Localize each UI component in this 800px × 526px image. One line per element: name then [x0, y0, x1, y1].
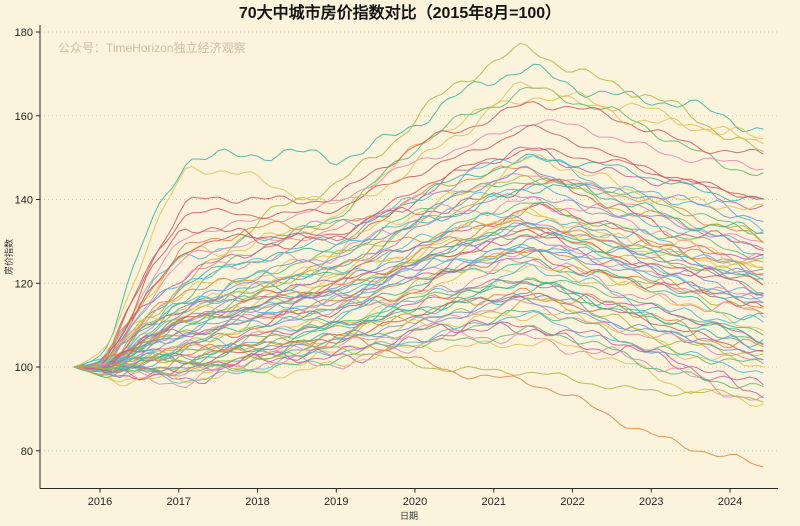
- series-line: [73, 183, 764, 368]
- series-lines: [73, 42, 764, 468]
- series-line: [73, 311, 764, 384]
- x-tick-label: 2017: [167, 496, 191, 508]
- axes: [36, 25, 778, 493]
- y-axis-label: 房价指数: [3, 239, 14, 275]
- series-line: [73, 221, 764, 372]
- series-line: [73, 262, 764, 376]
- y-tick-label: 100: [15, 362, 33, 374]
- series-line: [73, 178, 764, 368]
- series-line: [73, 193, 764, 368]
- y-tick-label: 80: [21, 446, 33, 458]
- series-line: [73, 333, 764, 468]
- series-line: [73, 292, 764, 374]
- series-line: [73, 124, 764, 368]
- series-line: [73, 211, 764, 368]
- x-tick-label: 2019: [324, 496, 348, 508]
- series-line: [73, 165, 764, 368]
- series-line: [73, 219, 764, 368]
- series-line: [73, 228, 764, 371]
- series-line: [73, 324, 764, 390]
- watermark: 公众号：TimeHorizon独立经济观察: [58, 40, 246, 55]
- series-line: [73, 148, 764, 368]
- series-line: [73, 287, 764, 376]
- series-line: [73, 210, 764, 372]
- series-line: [73, 203, 764, 372]
- series-line: [73, 249, 764, 374]
- series-line: [73, 203, 764, 370]
- series-line: [73, 231, 764, 371]
- series-line: [73, 153, 764, 368]
- series-line: [73, 119, 764, 368]
- series-line: [73, 154, 764, 370]
- series-line: [73, 281, 764, 372]
- series-line: [73, 296, 764, 373]
- series-line: [73, 247, 764, 369]
- tick-labels: 80 100 120 140 160 180 2016 2017 2018 2019 2020 202…: [15, 27, 743, 508]
- x-tick-label: 2021: [482, 496, 506, 508]
- y-tick-label: 120: [15, 278, 33, 290]
- series-line: [73, 63, 764, 368]
- series-line: [73, 346, 764, 403]
- series-line: [73, 298, 764, 377]
- series-line: [73, 244, 764, 372]
- x-tick-label: 2022: [560, 496, 584, 508]
- y-tick-label: 160: [15, 111, 33, 123]
- series-line: [73, 257, 764, 369]
- chart-title: 70大中城市房价指数对比（2015年8月=100）: [239, 3, 561, 22]
- series-line: [73, 86, 764, 373]
- series-line: [73, 246, 764, 372]
- x-tick-label: 2023: [639, 496, 663, 508]
- y-tick-label: 180: [15, 27, 33, 39]
- x-tick-label: 2016: [88, 496, 112, 508]
- y-tick-label: 140: [15, 195, 33, 207]
- x-tick-label: 2024: [718, 496, 742, 508]
- series-line: [73, 94, 764, 368]
- x-tick-label: 2018: [245, 496, 269, 508]
- series-line: [73, 101, 764, 368]
- x-axis-label: 日期: [400, 511, 418, 521]
- series-line: [73, 329, 764, 401]
- series-line: [73, 309, 764, 383]
- series-line: [73, 309, 764, 372]
- series-line: [73, 231, 764, 369]
- series-line: [73, 173, 764, 369]
- series-line: [73, 165, 764, 368]
- series-line: [73, 206, 764, 368]
- series-line: [73, 338, 764, 407]
- series-line: [73, 278, 764, 369]
- x-tick-label: 2020: [403, 496, 427, 508]
- series-line: [73, 182, 764, 368]
